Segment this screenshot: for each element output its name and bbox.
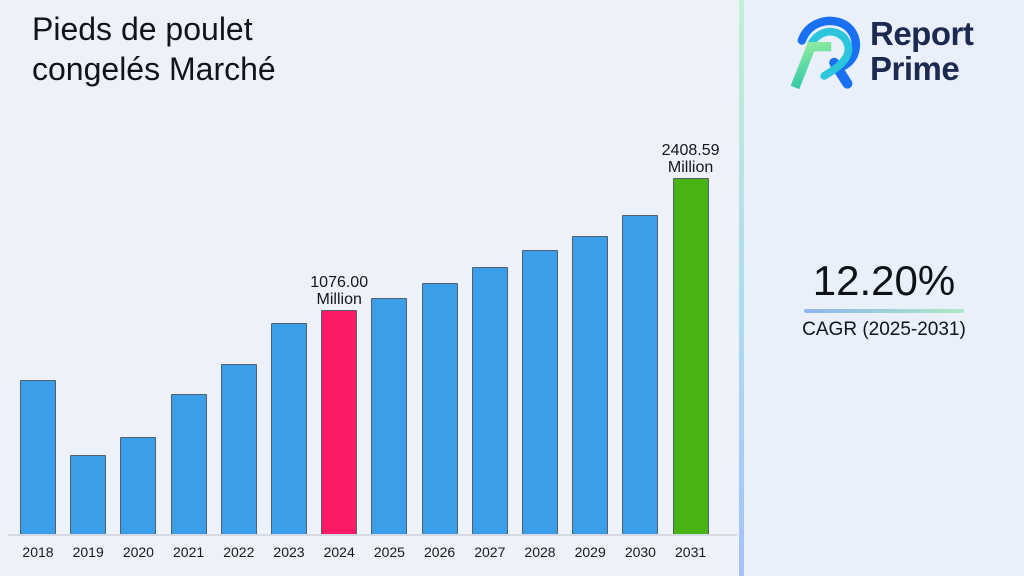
bar-group-2020: 2020 — [120, 437, 157, 560]
x-axis-line — [8, 534, 737, 536]
right-panel: Report Prime 12.20% CAGR (2025-2031) — [744, 0, 1024, 576]
bar-value-number: 2408.59 — [661, 142, 720, 159]
x-axis-label-2018: 2018 — [22, 544, 54, 560]
bar-group-2023: 2023 — [271, 323, 307, 560]
x-axis-label-2021: 2021 — [173, 544, 205, 560]
page-title-line1: Pieds de poulet — [32, 11, 253, 47]
cagr-label: CAGR (2025-2031) — [802, 319, 966, 340]
x-axis-label-2020: 2020 — [122, 544, 154, 560]
bar-group-2029: 2029 — [572, 236, 609, 560]
bar-value-number: 1076.00 — [310, 274, 369, 291]
cagr-block: 12.20% CAGR (2025-2031) — [744, 258, 1024, 341]
bar-2031 — [672, 178, 709, 535]
bar-2028 — [522, 250, 558, 535]
x-axis-label-2028: 2028 — [524, 544, 556, 560]
bar-group-2025: 2025 — [371, 298, 408, 560]
logo-word-prime: Prime — [870, 50, 960, 87]
bar-2026 — [421, 283, 458, 535]
bar-2021 — [170, 394, 207, 535]
x-axis-label-2029: 2029 — [574, 544, 606, 560]
bar-group-2018: 2018 — [20, 380, 56, 560]
bar-2024 — [321, 310, 358, 535]
bar-2025 — [371, 298, 408, 535]
bar-group-2019: 2019 — [70, 455, 107, 560]
bar-value-label-2031: 2408.59 Million — [662, 142, 720, 176]
bar-group-2026: 2026 — [421, 283, 458, 560]
bar-group-2027: 2027 — [471, 267, 508, 560]
x-axis-label-2030: 2030 — [624, 544, 656, 560]
bar-2027 — [471, 267, 508, 535]
x-axis-label-2025: 2025 — [373, 544, 405, 560]
bar-2023 — [271, 323, 307, 535]
bar-2029 — [572, 236, 609, 535]
x-axis-label-2019: 2019 — [72, 544, 104, 560]
x-axis-label-2031: 2031 — [675, 544, 707, 560]
bar-value-label-2024: 1076.00 Million — [310, 274, 368, 308]
bar-group-2030: 2030 — [622, 215, 659, 560]
vertical-divider — [739, 0, 744, 576]
x-axis-label-2027: 2027 — [474, 544, 506, 560]
report-prime-logo-icon — [790, 16, 861, 89]
bar-value-unit: Million — [316, 291, 362, 308]
bar-2020 — [120, 437, 157, 535]
bar-group-2031: 2408.59 Million 2031 — [662, 142, 720, 560]
chart-area: Pieds de poulet congelés Marché 2018 2019… — [8, 9, 737, 560]
bar-group-2022: 2022 — [220, 364, 257, 560]
bar-2022 — [220, 364, 257, 535]
bar-value-unit: Million — [667, 159, 714, 176]
bar-group-2028: 2028 — [522, 250, 558, 560]
logo-wordmark: Report Prime — [870, 15, 974, 87]
bar-2030 — [622, 215, 659, 535]
cagr-value: 12.20% — [812, 257, 956, 304]
page-title: Pieds de poulet congelés Marché — [32, 9, 276, 89]
logo-word-report: Report — [870, 15, 974, 52]
bar-2018 — [20, 380, 56, 535]
x-axis-label-2024: 2024 — [323, 544, 355, 560]
bar-group-2021: 2021 — [170, 394, 207, 560]
bar-2019 — [70, 455, 107, 535]
x-axis-label-2026: 2026 — [424, 544, 456, 560]
x-axis-label-2022: 2022 — [223, 544, 255, 560]
bar-group-2024: 1076.00 Million 2024 — [310, 274, 368, 560]
cagr-underline — [804, 309, 964, 313]
report-prime-logo: Report Prime — [786, 15, 974, 89]
page-title-line2: congelés Marché — [32, 51, 276, 87]
x-axis-label-2023: 2023 — [273, 544, 305, 560]
